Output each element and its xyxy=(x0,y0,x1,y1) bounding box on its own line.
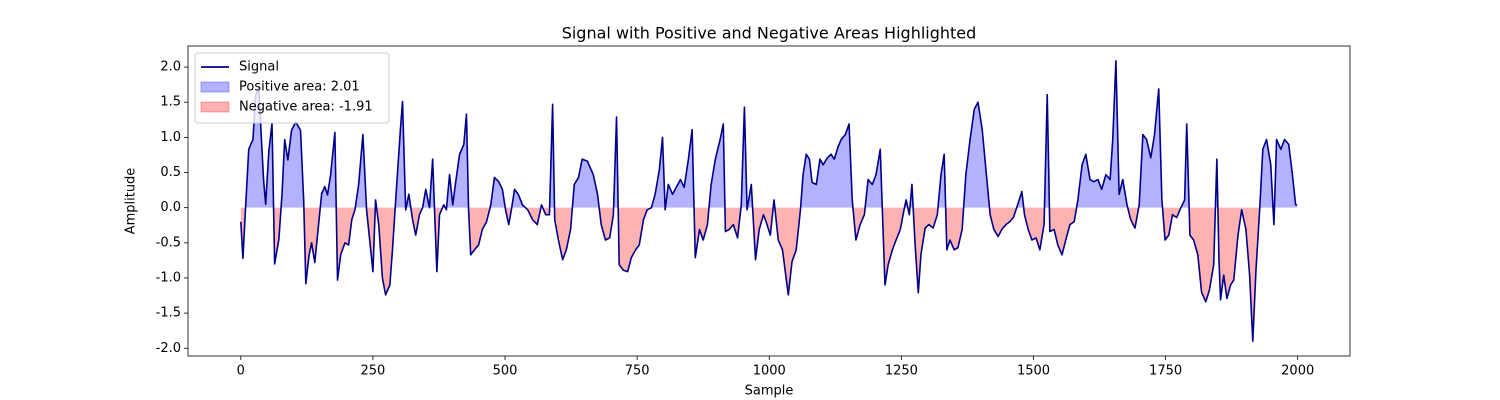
y-tick-label: 1.5 xyxy=(160,95,181,110)
signal-line xyxy=(240,59,1298,343)
y-tick-label: 0.5 xyxy=(160,165,181,180)
legend-box xyxy=(194,52,390,124)
y-tick-label: -2.0 xyxy=(156,341,181,356)
y-tick-label: -0.5 xyxy=(156,235,181,250)
legend-label: Signal xyxy=(239,60,279,75)
y-axis-label: Amplitude xyxy=(124,168,139,235)
x-tick-label: 750 xyxy=(625,364,650,379)
y-tick-label: 1.0 xyxy=(160,130,181,145)
x-tick-label: 1750 xyxy=(1149,364,1182,379)
chart-title: Signal with Positive and Negative Areas … xyxy=(562,24,977,43)
legend-label: Positive area: 2.01 xyxy=(239,80,360,95)
x-tick-label: 1500 xyxy=(1017,364,1050,379)
legend-label: Negative area: -1.91 xyxy=(239,100,373,115)
legend-patch xyxy=(200,81,230,93)
x-tick-label: 2000 xyxy=(1281,364,1314,379)
y-tick-label: -1.0 xyxy=(156,270,181,285)
y-tick-label: -1.5 xyxy=(156,306,181,321)
x-tick-label: 0 xyxy=(237,364,245,379)
legend: Signal Positive area: 2.01 Negative area: … xyxy=(194,52,390,124)
x-tick-label: 1000 xyxy=(753,364,786,379)
legend-patch xyxy=(200,101,230,113)
y-tick-label: 2.0 xyxy=(160,60,181,75)
x-tick-label: 1250 xyxy=(885,364,918,379)
y-tick-label: 0.0 xyxy=(160,200,181,215)
x-axis-label: Sample xyxy=(745,384,794,399)
x-tick-label: 500 xyxy=(493,364,518,379)
x-tick-label: 250 xyxy=(361,364,386,379)
